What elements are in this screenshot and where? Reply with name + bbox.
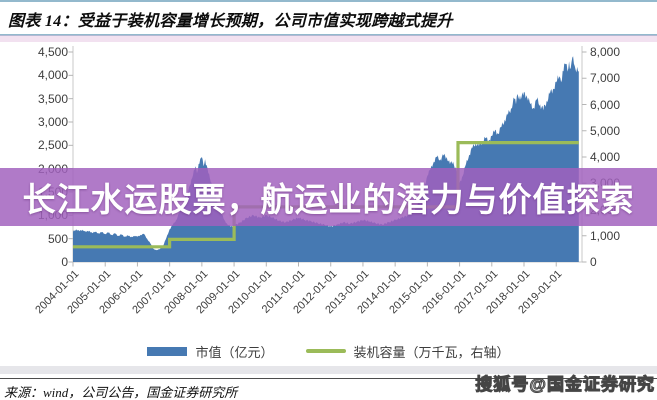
footer-rule: [0, 378, 657, 379]
left-axis-tick: 500: [47, 231, 68, 246]
watermark-band: 长江水运股票，航运业的潜力与价值探索: [0, 168, 657, 226]
market-cap-swatch: [147, 346, 188, 356]
left-axis-tick: 3,000: [37, 115, 68, 129]
left-axis-tick: 0: [61, 255, 68, 269]
right-axis-tick: 1,000: [590, 228, 621, 243]
corner-watermark: 搜狐号@国金证券研究: [475, 375, 655, 395]
left-axis-tick: 4,500: [37, 45, 68, 59]
faint-bottom-watermark-stripe: [0, 366, 657, 374]
legend-item-market-cap: 市值（亿元）: [147, 342, 274, 361]
title-bottom-rule: [0, 34, 657, 36]
watermark-band-text: 长江水运股票，航运业的潜力与价值探索: [22, 181, 635, 218]
right-axis-tick: 7,000: [590, 71, 621, 86]
title-top-rule: [0, 0, 657, 2]
legend-label-installed-capacity: 装机容量（万千瓦，右轴）: [353, 344, 510, 360]
left-axis-tick: 4,000: [37, 68, 68, 83]
right-axis-tick: 4,000: [590, 150, 621, 164]
chart-legend: 市值（亿元） 装机容量（万千瓦，右轴）: [0, 342, 657, 360]
source-note: 来源：wind，公司公告，国金证券研究所: [4, 385, 238, 400]
legend-item-installed-capacity: 装机容量（万千瓦，右轴）: [305, 342, 510, 361]
right-axis-tick: 8,000: [590, 45, 621, 59]
figure-title: 图表 14：受益于装机容量增长预期，公司市值实现跨越式提升: [8, 13, 453, 30]
left-axis-tick: 2,500: [37, 138, 68, 153]
right-axis-tick: 0: [590, 255, 597, 269]
market-cap-area: [73, 56, 579, 263]
installed-capacity-swatch: [305, 349, 346, 353]
faint-top-watermark-stripe: [0, 35, 657, 42]
right-axis-tick: 6,000: [590, 97, 621, 112]
left-axis-tick: 3,500: [37, 91, 68, 106]
legend-label-market-cap: 市值（亿元）: [195, 344, 274, 360]
right-axis-tick: 5,000: [590, 123, 621, 138]
